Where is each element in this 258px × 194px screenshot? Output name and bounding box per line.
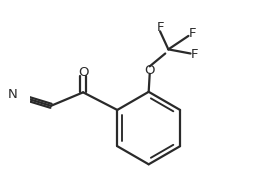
Text: F: F [156, 21, 164, 34]
Text: O: O [144, 64, 155, 77]
Text: F: F [188, 27, 196, 40]
Text: O: O [78, 66, 88, 79]
Text: F: F [190, 48, 198, 61]
Text: N: N [8, 88, 18, 101]
